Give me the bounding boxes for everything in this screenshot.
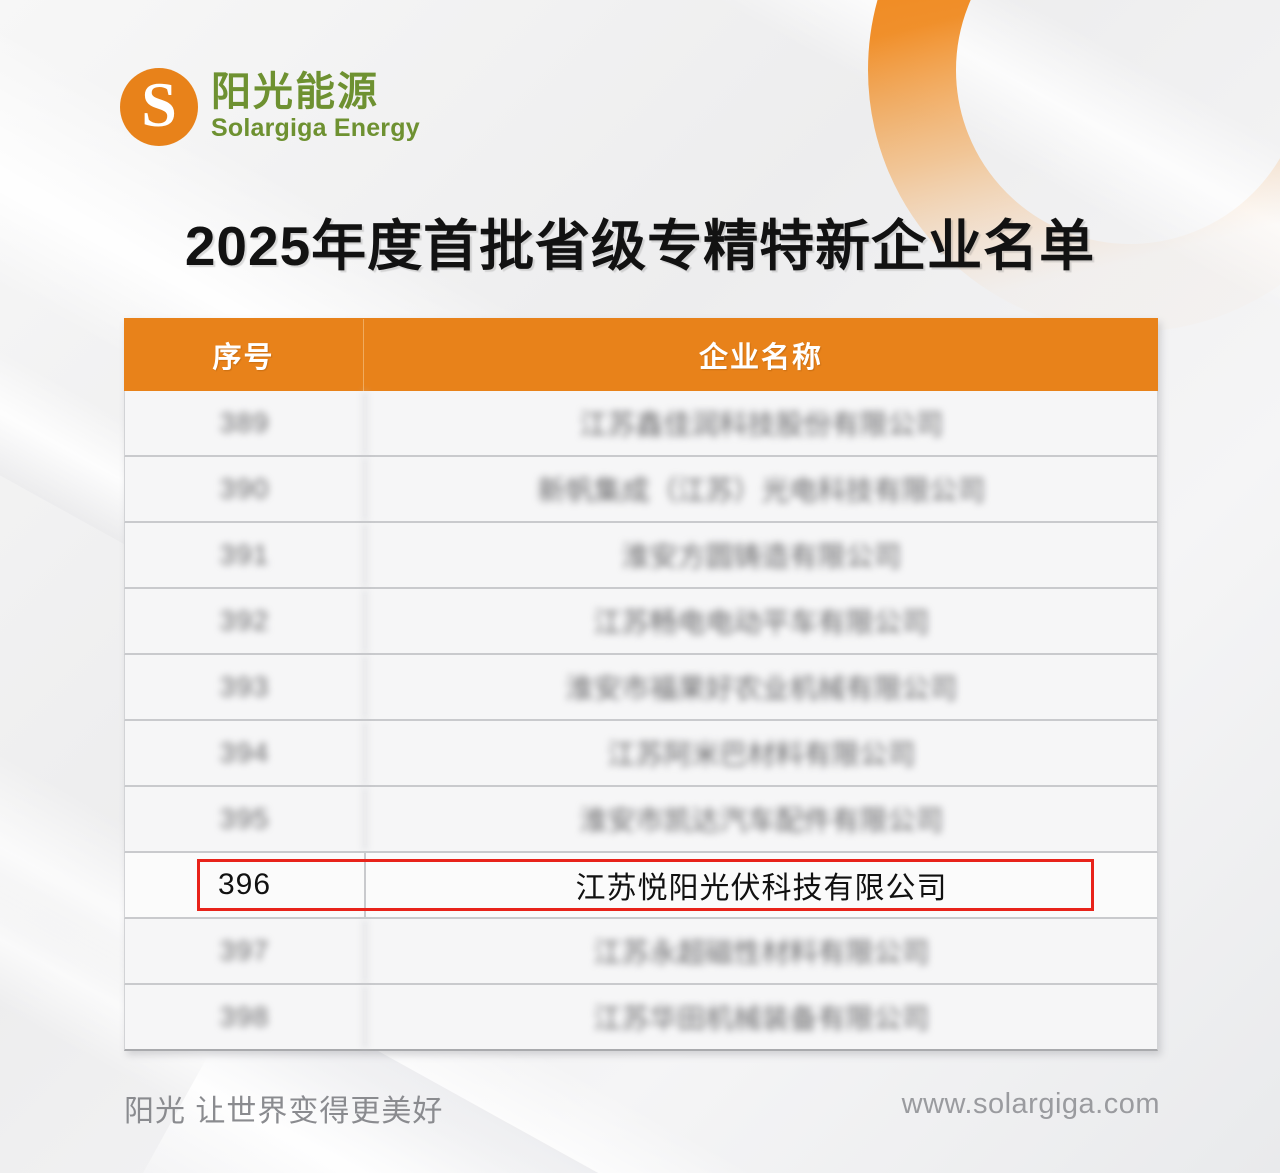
table-cell-company: 江苏悦阳光伏科技有限公司 [575, 872, 948, 905]
table-cell-company: 江苏永超磁性材料有限公司 [593, 937, 930, 968]
footer-website-url: www.solargiga.com [901, 1088, 1160, 1120]
table-cell-company: 淮安市凯达汽车配件有限公司 [579, 805, 944, 836]
company-list-table: 序号 企业名称 389 江苏鑫佳润科技股份有限公司 390 新帆集成（江苏）光电科技有… [124, 318, 1158, 1051]
table-cell-index: 398 [125, 985, 366, 1049]
table-cell-index: 396 [125, 853, 366, 917]
table-cell-index: 395 [125, 787, 366, 851]
logo-letter: S [141, 69, 177, 140]
table-row: 397 江苏永超磁性材料有限公司 [124, 919, 1158, 985]
table-cell-index: 390 [125, 457, 366, 521]
table-cell-company: 江苏阿米巴材料有限公司 [607, 739, 916, 770]
table-header-company: 企业名称 [698, 342, 823, 374]
solargiga-s-logo-icon: S [120, 68, 198, 146]
table-cell-company: 淮安方圆铸造有限公司 [621, 541, 902, 572]
brand-name-en: Solargiga Energy [211, 114, 420, 143]
table-row: 392 江苏畅电电动平车有限公司 [124, 589, 1158, 655]
table-row: 390 新帆集成（江苏）光电科技有限公司 [124, 457, 1158, 523]
page-title: 2025年度首批省级专精特新企业名单 [184, 215, 1096, 277]
brand-name-cn: 阳光能源 [211, 70, 379, 115]
table-cell-index: 397 [125, 919, 366, 983]
table-row: 393 淮安市福果好农业机械有限公司 [124, 655, 1158, 721]
table-cell-index: 394 [125, 721, 366, 785]
orange-arc-decoration-icon [850, 0, 1280, 350]
table-body: 389 江苏鑫佳润科技股份有限公司 390 新帆集成（江苏）光电科技有限公司 391 淮安… [124, 391, 1158, 1051]
table-cell-company: 新帆集成（江苏）光电科技有限公司 [537, 475, 986, 506]
table-row: 395 淮安市凯达汽车配件有限公司 [124, 787, 1158, 853]
table-header-row: 序号 企业名称 [124, 318, 1158, 391]
table-cell-index: 392 [125, 589, 366, 653]
table-row: 391 淮安方圆铸造有限公司 [124, 523, 1158, 589]
table-cell-company: 淮安市福果好农业机械有限公司 [565, 673, 958, 704]
table-cell-company: 江苏华田机械装备有限公司 [593, 1003, 930, 1034]
table-cell-company: 江苏鑫佳润科技股份有限公司 [579, 409, 944, 440]
brand-logo: S 阳光能源 Solargiga Energy [120, 68, 420, 146]
table-cell-index: 389 [125, 391, 366, 455]
footer-slogan: 阳光 让世界变得更美好 [124, 1095, 444, 1128]
table-cell-company: 江苏畅电电动平车有限公司 [593, 607, 930, 638]
table-row: 394 江苏阿米巴材料有限公司 [124, 721, 1158, 787]
table-row: 389 江苏鑫佳润科技股份有限公司 [124, 391, 1158, 457]
table-row: 396 江苏悦阳光伏科技有限公司 [124, 853, 1158, 919]
brand-logo-text: 阳光能源 Solargiga Energy [211, 71, 420, 143]
table-cell-index: 391 [125, 523, 366, 587]
table-row: 398 江苏华田机械装备有限公司 [124, 985, 1158, 1051]
table-header-index: 序号 [124, 319, 364, 391]
table-cell-index: 393 [125, 655, 366, 719]
